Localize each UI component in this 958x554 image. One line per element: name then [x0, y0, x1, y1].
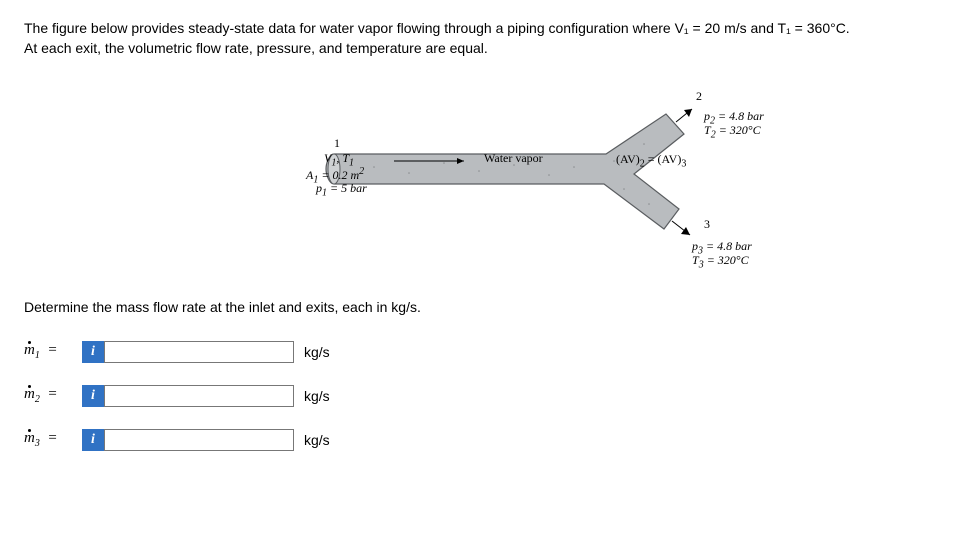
input-m1[interactable] [104, 341, 294, 363]
port3-num: 3 [704, 217, 710, 232]
info-icon[interactable]: i [82, 341, 104, 363]
unit-m1: kg/s [304, 344, 330, 360]
figure: 1 V1, T1 A1 = 0.2 m2 p1 = 5 bar Water va… [24, 89, 924, 279]
unit-m3: kg/s [304, 432, 330, 448]
port2-num: 2 [696, 89, 702, 104]
water-vapor-label: Water vapor [484, 151, 543, 166]
equal-av-label: (AV)2 = (AV)3 [616, 152, 686, 171]
port3-t: T3 = 320°C [692, 253, 749, 272]
problem-line-1: The figure below provides steady-state d… [24, 20, 850, 36]
problem-statement: The figure below provides steady-state d… [24, 18, 934, 59]
info-icon[interactable]: i [82, 385, 104, 407]
question-text: Determine the mass flow rate at the inle… [24, 299, 934, 315]
port1-num: 1 [334, 136, 340, 151]
pipe-diagram [314, 89, 734, 279]
port1-p: p1 = 5 bar [316, 181, 367, 200]
problem-line-2: At each exit, the volumetric flow rate, … [24, 40, 488, 56]
label-m2: m2 = [24, 386, 82, 405]
port2-t: T2 = 320°C [704, 123, 761, 142]
answer-inputs: m1 = i kg/s m2 = i kg/s m3 = i kg/s [24, 341, 934, 451]
unit-m2: kg/s [304, 388, 330, 404]
label-m1: m1 = [24, 342, 82, 361]
input-m3[interactable] [104, 429, 294, 451]
label-m3: m3 = [24, 430, 82, 449]
input-m2[interactable] [104, 385, 294, 407]
info-icon[interactable]: i [82, 429, 104, 451]
